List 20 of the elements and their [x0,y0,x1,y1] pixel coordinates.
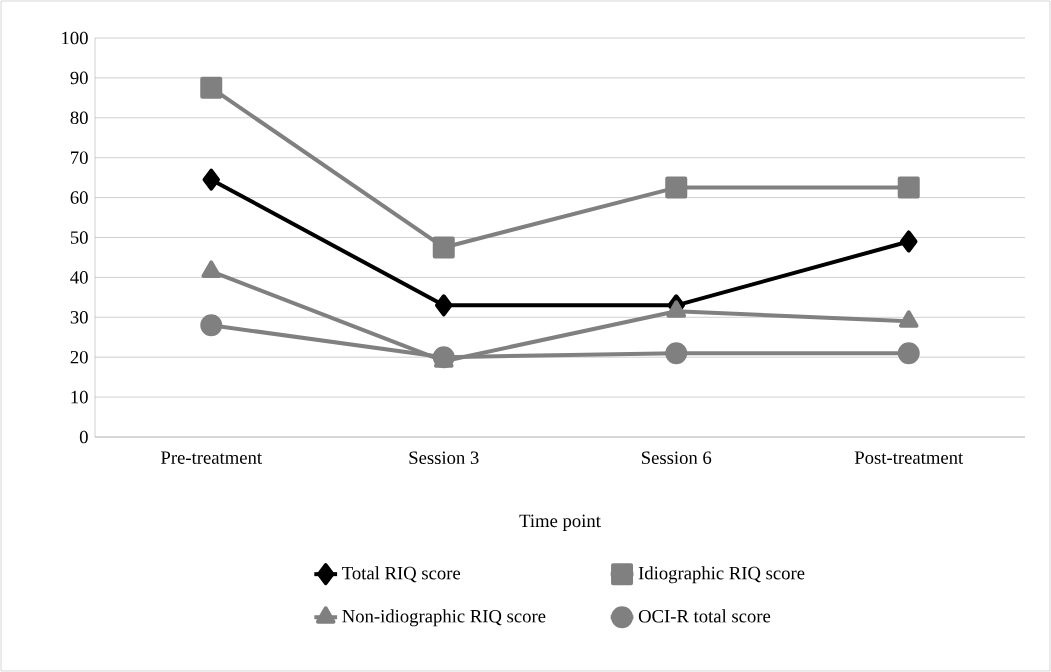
x-tick-label: Session 6 [641,451,712,465]
legend-label: OCI-R total score [638,609,771,623]
x-tick-label: Post-treatment [854,451,964,464]
y-tick-label: 80 [70,111,88,125]
y-tick-label: 0 [79,430,88,444]
y-tick-label: 20 [70,350,88,364]
x-tick-label: Session 3 [409,451,479,465]
x-tick-label: Pre-treatment [161,451,262,464]
x-axis-title: Time point [519,514,601,531]
y-tick-label: 40 [70,271,88,284]
y-tick-label: 70 [71,151,88,164]
y-tick-label: 10 [71,390,88,404]
y-tick-label: 50 [70,231,88,244]
y-tick-label: 30 [70,310,88,324]
y-tick-label: 90 [70,71,88,85]
legend-label: Idiographic RIQ score [638,566,805,584]
legend-label: Non-idiographic RIQ score [342,609,546,627]
y-tick-label: 60 [70,191,88,204]
legend-label: Total RIQ score [342,566,461,583]
y-tick-label: 100 [62,31,88,45]
